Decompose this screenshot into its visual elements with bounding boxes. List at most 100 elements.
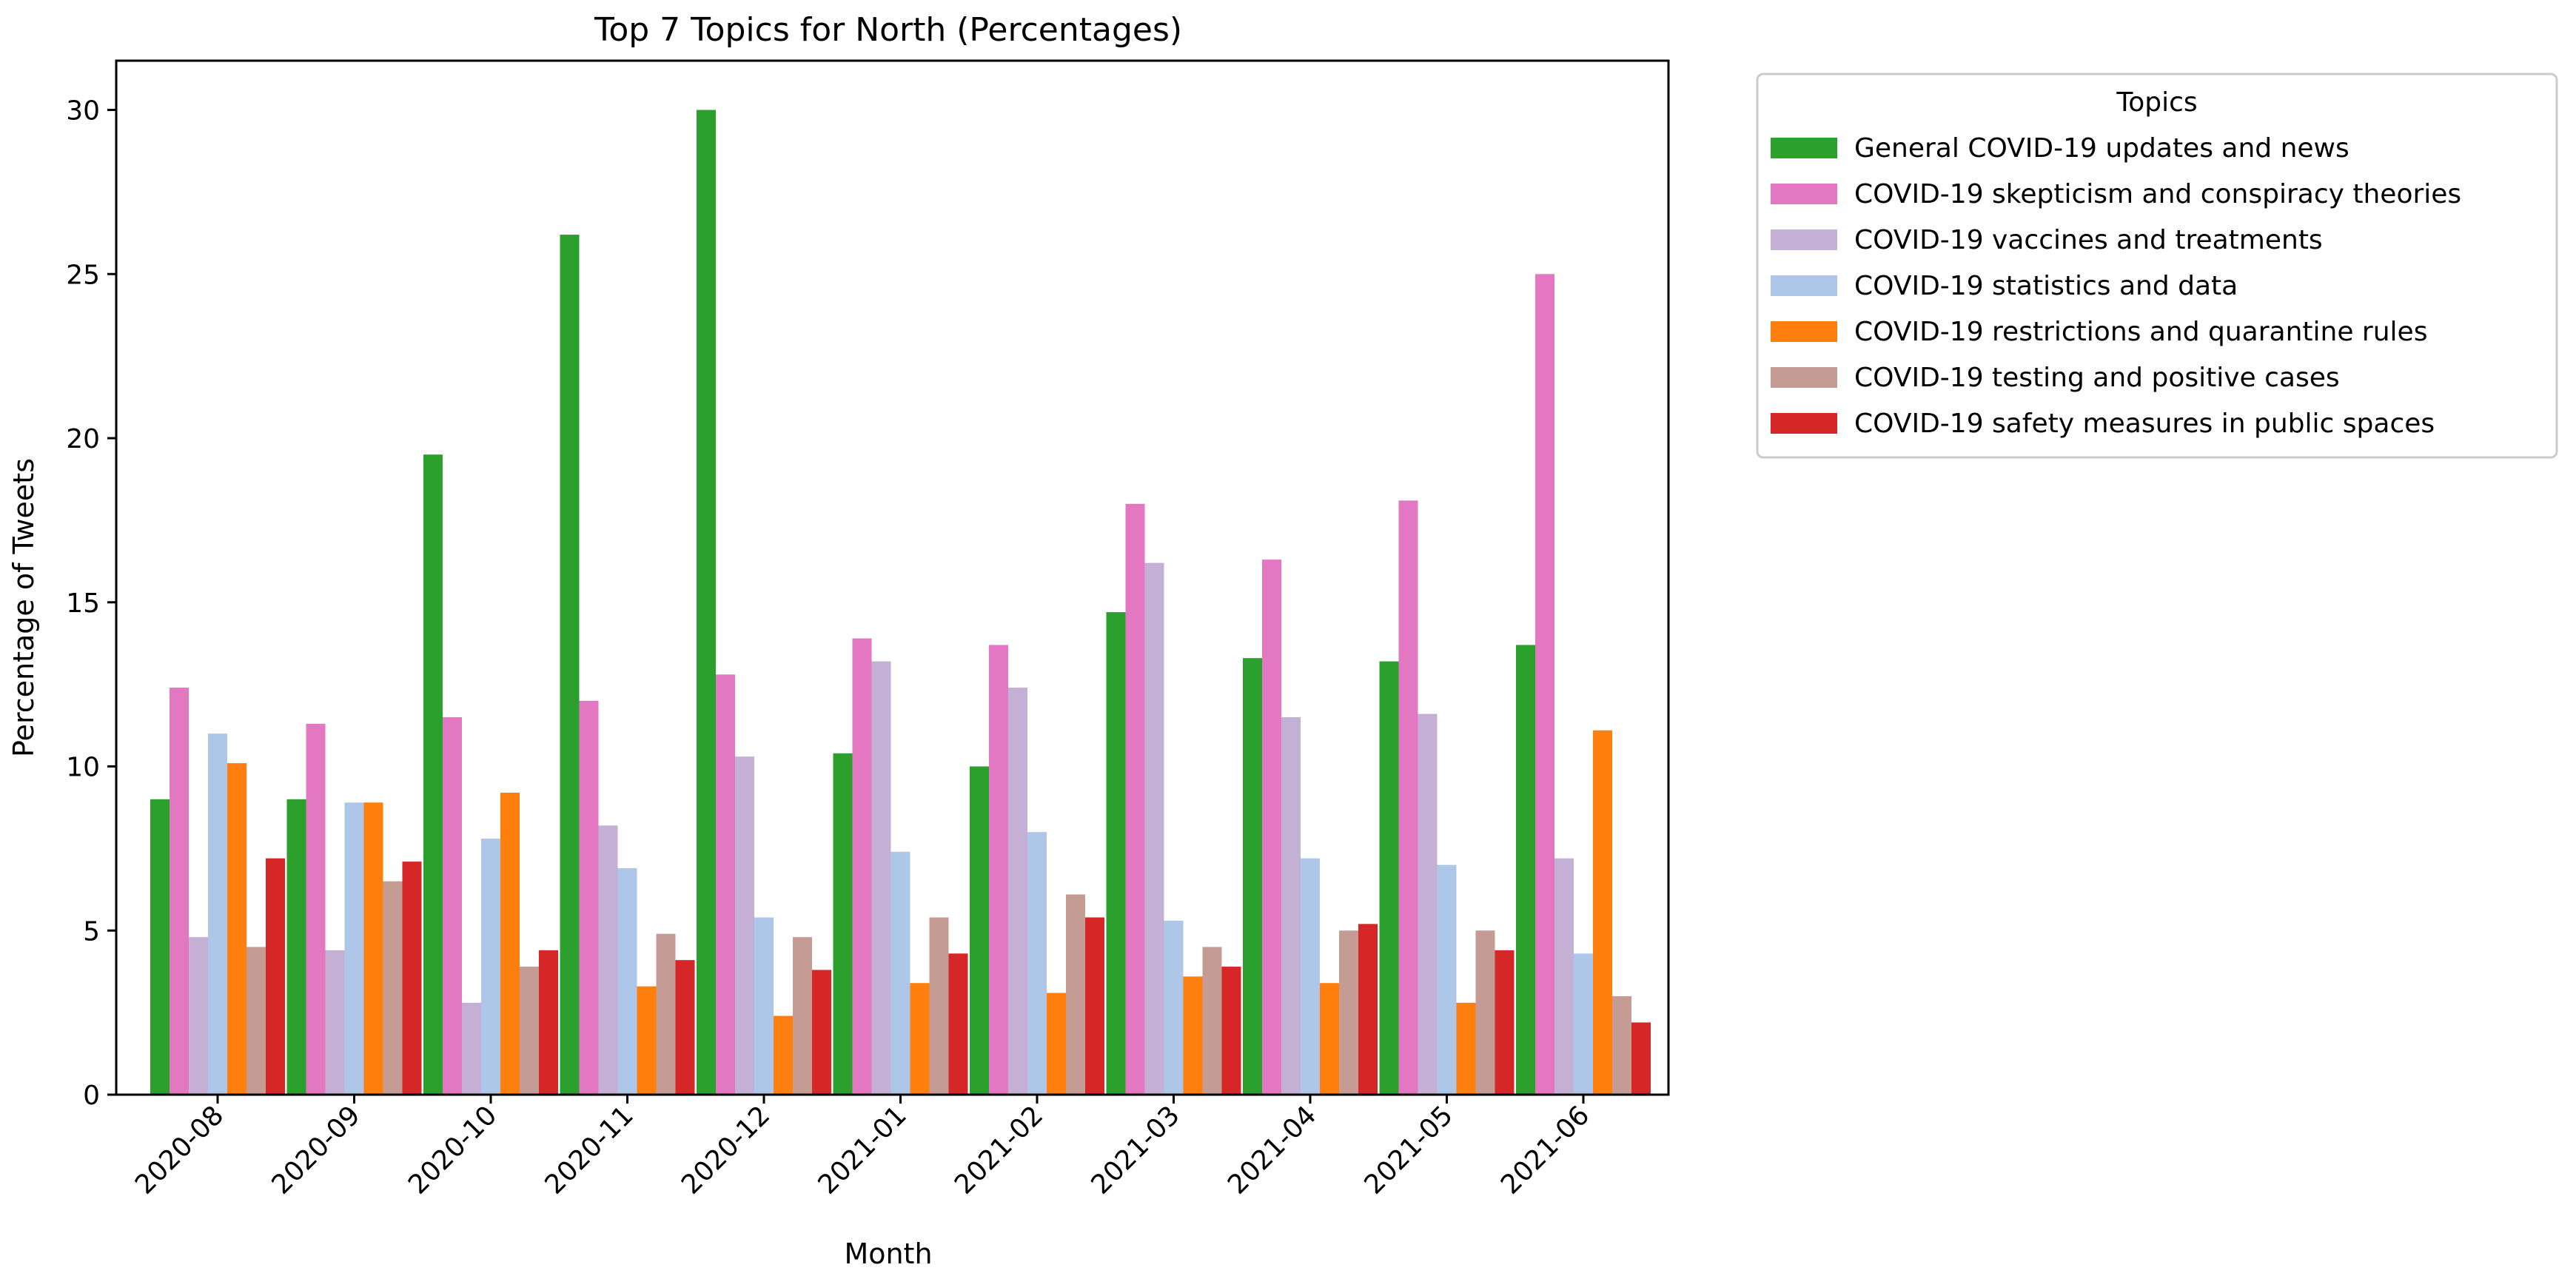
legend-entry-label: COVID-19 restrictions and quarantine rul…	[1854, 317, 2427, 347]
bar	[970, 766, 989, 1095]
bar	[189, 937, 208, 1095]
bar	[1475, 930, 1495, 1095]
bar	[890, 851, 910, 1095]
legend-swatch	[1771, 138, 1837, 158]
bar	[833, 753, 853, 1095]
bar	[1066, 894, 1085, 1095]
x-tick-label: 2021-04	[1222, 1100, 1322, 1200]
bar	[1164, 920, 1184, 1095]
legend-entry-label: General COVID-19 updates and news	[1854, 133, 2349, 164]
bar	[443, 716, 462, 1095]
y-tick-label: 10	[66, 753, 100, 783]
bar	[852, 638, 872, 1095]
bar	[266, 858, 285, 1095]
bar	[1574, 953, 1593, 1095]
bar	[579, 700, 599, 1095]
bars-group	[150, 110, 1651, 1095]
legend-swatch	[1771, 275, 1837, 296]
legend-swatch	[1771, 229, 1837, 250]
bar	[1262, 560, 1281, 1095]
bar	[227, 763, 246, 1095]
x-tick-label: 2021-03	[1086, 1100, 1186, 1200]
y-tick-label: 25	[66, 260, 100, 290]
bar	[1554, 858, 1574, 1095]
x-tick-label: 2020-08	[130, 1100, 229, 1200]
bar	[1221, 967, 1241, 1095]
bar	[637, 986, 657, 1095]
x-axis-label: Month	[844, 1238, 932, 1270]
x-tick-label: 2020-09	[266, 1100, 366, 1200]
bar	[462, 1002, 481, 1095]
legend-swatch	[1771, 367, 1837, 388]
bar	[617, 867, 637, 1095]
bar	[306, 723, 326, 1095]
bar	[871, 661, 891, 1095]
bar	[1631, 1022, 1651, 1095]
legend-entry-label: COVID-19 testing and positive cases	[1854, 363, 2340, 393]
bar	[520, 967, 539, 1095]
x-tick-label: 2021-02	[949, 1100, 1049, 1200]
bar	[402, 862, 422, 1095]
bar	[1202, 947, 1222, 1095]
bar	[989, 645, 1008, 1095]
bar	[1144, 563, 1164, 1095]
x-tick-label: 2021-05	[1359, 1100, 1459, 1200]
bar	[754, 917, 774, 1095]
bar	[1027, 832, 1047, 1095]
legend-entry-label: COVID-19 safety measures in public space…	[1854, 409, 2435, 439]
bar	[1495, 950, 1515, 1095]
bar	[539, 950, 558, 1095]
legend-swatch	[1771, 184, 1837, 204]
bar	[1243, 658, 1262, 1095]
bar	[1281, 716, 1301, 1095]
bar	[656, 933, 676, 1095]
bar	[1437, 864, 1457, 1095]
bar	[1183, 976, 1203, 1095]
bar	[1379, 661, 1399, 1095]
bar	[1535, 274, 1554, 1095]
x-tick-label: 2020-10	[403, 1100, 503, 1200]
bar	[1358, 924, 1378, 1095]
bar	[150, 799, 170, 1095]
bar	[423, 454, 443, 1095]
legend-swatch	[1771, 413, 1837, 434]
x-tick-label: 2020-12	[676, 1100, 776, 1200]
bar	[1047, 993, 1066, 1095]
bar	[716, 674, 735, 1095]
y-axis-ticks: 0 5 10 15 20 25 30	[66, 96, 116, 1111]
x-axis-ticks: 2020-08 2020-09 2020-10 2020-11 2020-12 2021-…	[130, 1095, 1595, 1201]
bar	[1301, 858, 1320, 1095]
legend-entry-label: COVID-19 statistics and data	[1854, 271, 2238, 301]
x-tick-label: 2020-11	[540, 1100, 640, 1200]
y-tick-label: 0	[83, 1081, 100, 1111]
bar	[1339, 930, 1358, 1095]
bar	[500, 792, 520, 1095]
bar	[675, 960, 695, 1095]
bar	[286, 799, 306, 1095]
bar	[735, 756, 754, 1095]
bar	[1456, 1002, 1476, 1095]
bar	[774, 1015, 793, 1095]
bar	[560, 235, 580, 1095]
bar	[793, 937, 812, 1095]
bar	[344, 802, 364, 1095]
bar	[1418, 713, 1438, 1095]
bar	[910, 983, 930, 1095]
legend-frame	[1756, 73, 2558, 459]
x-tick-label: 2021-06	[1495, 1100, 1595, 1200]
bar	[246, 947, 266, 1095]
bar	[948, 953, 968, 1095]
bar	[697, 110, 716, 1095]
bar	[1612, 995, 1631, 1095]
legend-title: Topics	[2116, 87, 2197, 118]
y-axis-label: Percentage of Tweets	[7, 458, 40, 757]
legend-entry-label: COVID-19 vaccines and treatments	[1854, 225, 2323, 255]
bar	[1008, 688, 1027, 1095]
bar	[170, 688, 189, 1095]
legend-entry-label: COVID-19 skepticism and conspiracy theor…	[1854, 179, 2461, 209]
bar	[363, 802, 383, 1095]
bar	[1320, 983, 1339, 1095]
bar	[208, 733, 227, 1095]
bar	[1106, 612, 1126, 1095]
